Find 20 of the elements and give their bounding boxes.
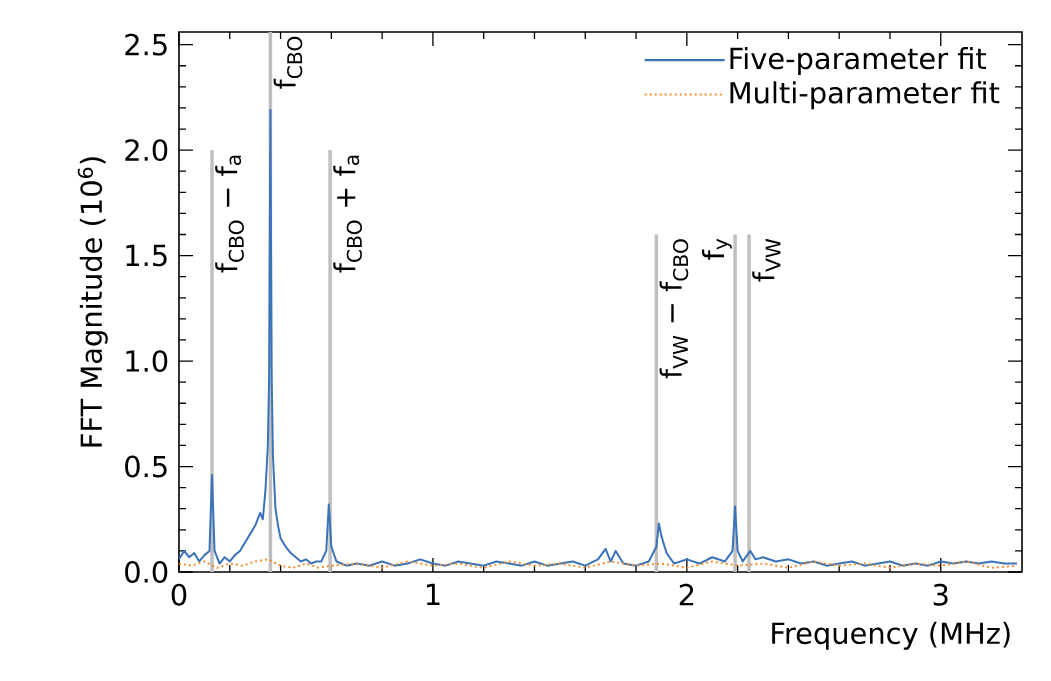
y-axis-title: FFT Magnitude (10$^{6}$) [77, 157, 108, 447]
y-tick-label: 0.0 [125, 561, 168, 583]
x-tick-label: 3 [933, 583, 948, 606]
x-axis-title: Frequency (MHz) [772, 621, 1010, 650]
legend-label: Five-parameter fit [730, 46, 987, 75]
annotation: f$_{CBO}$ − f$_{a}$ [215, 155, 244, 273]
y-tick-label: 0.5 [125, 455, 167, 478]
y-tick-label: 2.5 [125, 33, 167, 56]
annotation: f$_{VW}$ − f$_{CBO}$ [659, 239, 689, 379]
y-tick-label: 1.5 [126, 244, 167, 267]
legend-label: Multi-parameter fit [730, 81, 1000, 110]
y-tick-label: 2.0 [125, 139, 168, 162]
x-tick-label: 2 [679, 583, 694, 606]
annotation: f$_{CBO}$ [273, 36, 303, 89]
x-tick-label: 1 [426, 583, 440, 605]
y-tick-label: 1.0 [126, 350, 168, 372]
annotation: f$_{y}$ [702, 238, 732, 260]
annotation: f$_{VW}$ [752, 238, 781, 282]
x-tick-label: 0 [171, 583, 187, 606]
annotation: f$_{CBO}$ + f$_{a}$ [333, 155, 362, 273]
